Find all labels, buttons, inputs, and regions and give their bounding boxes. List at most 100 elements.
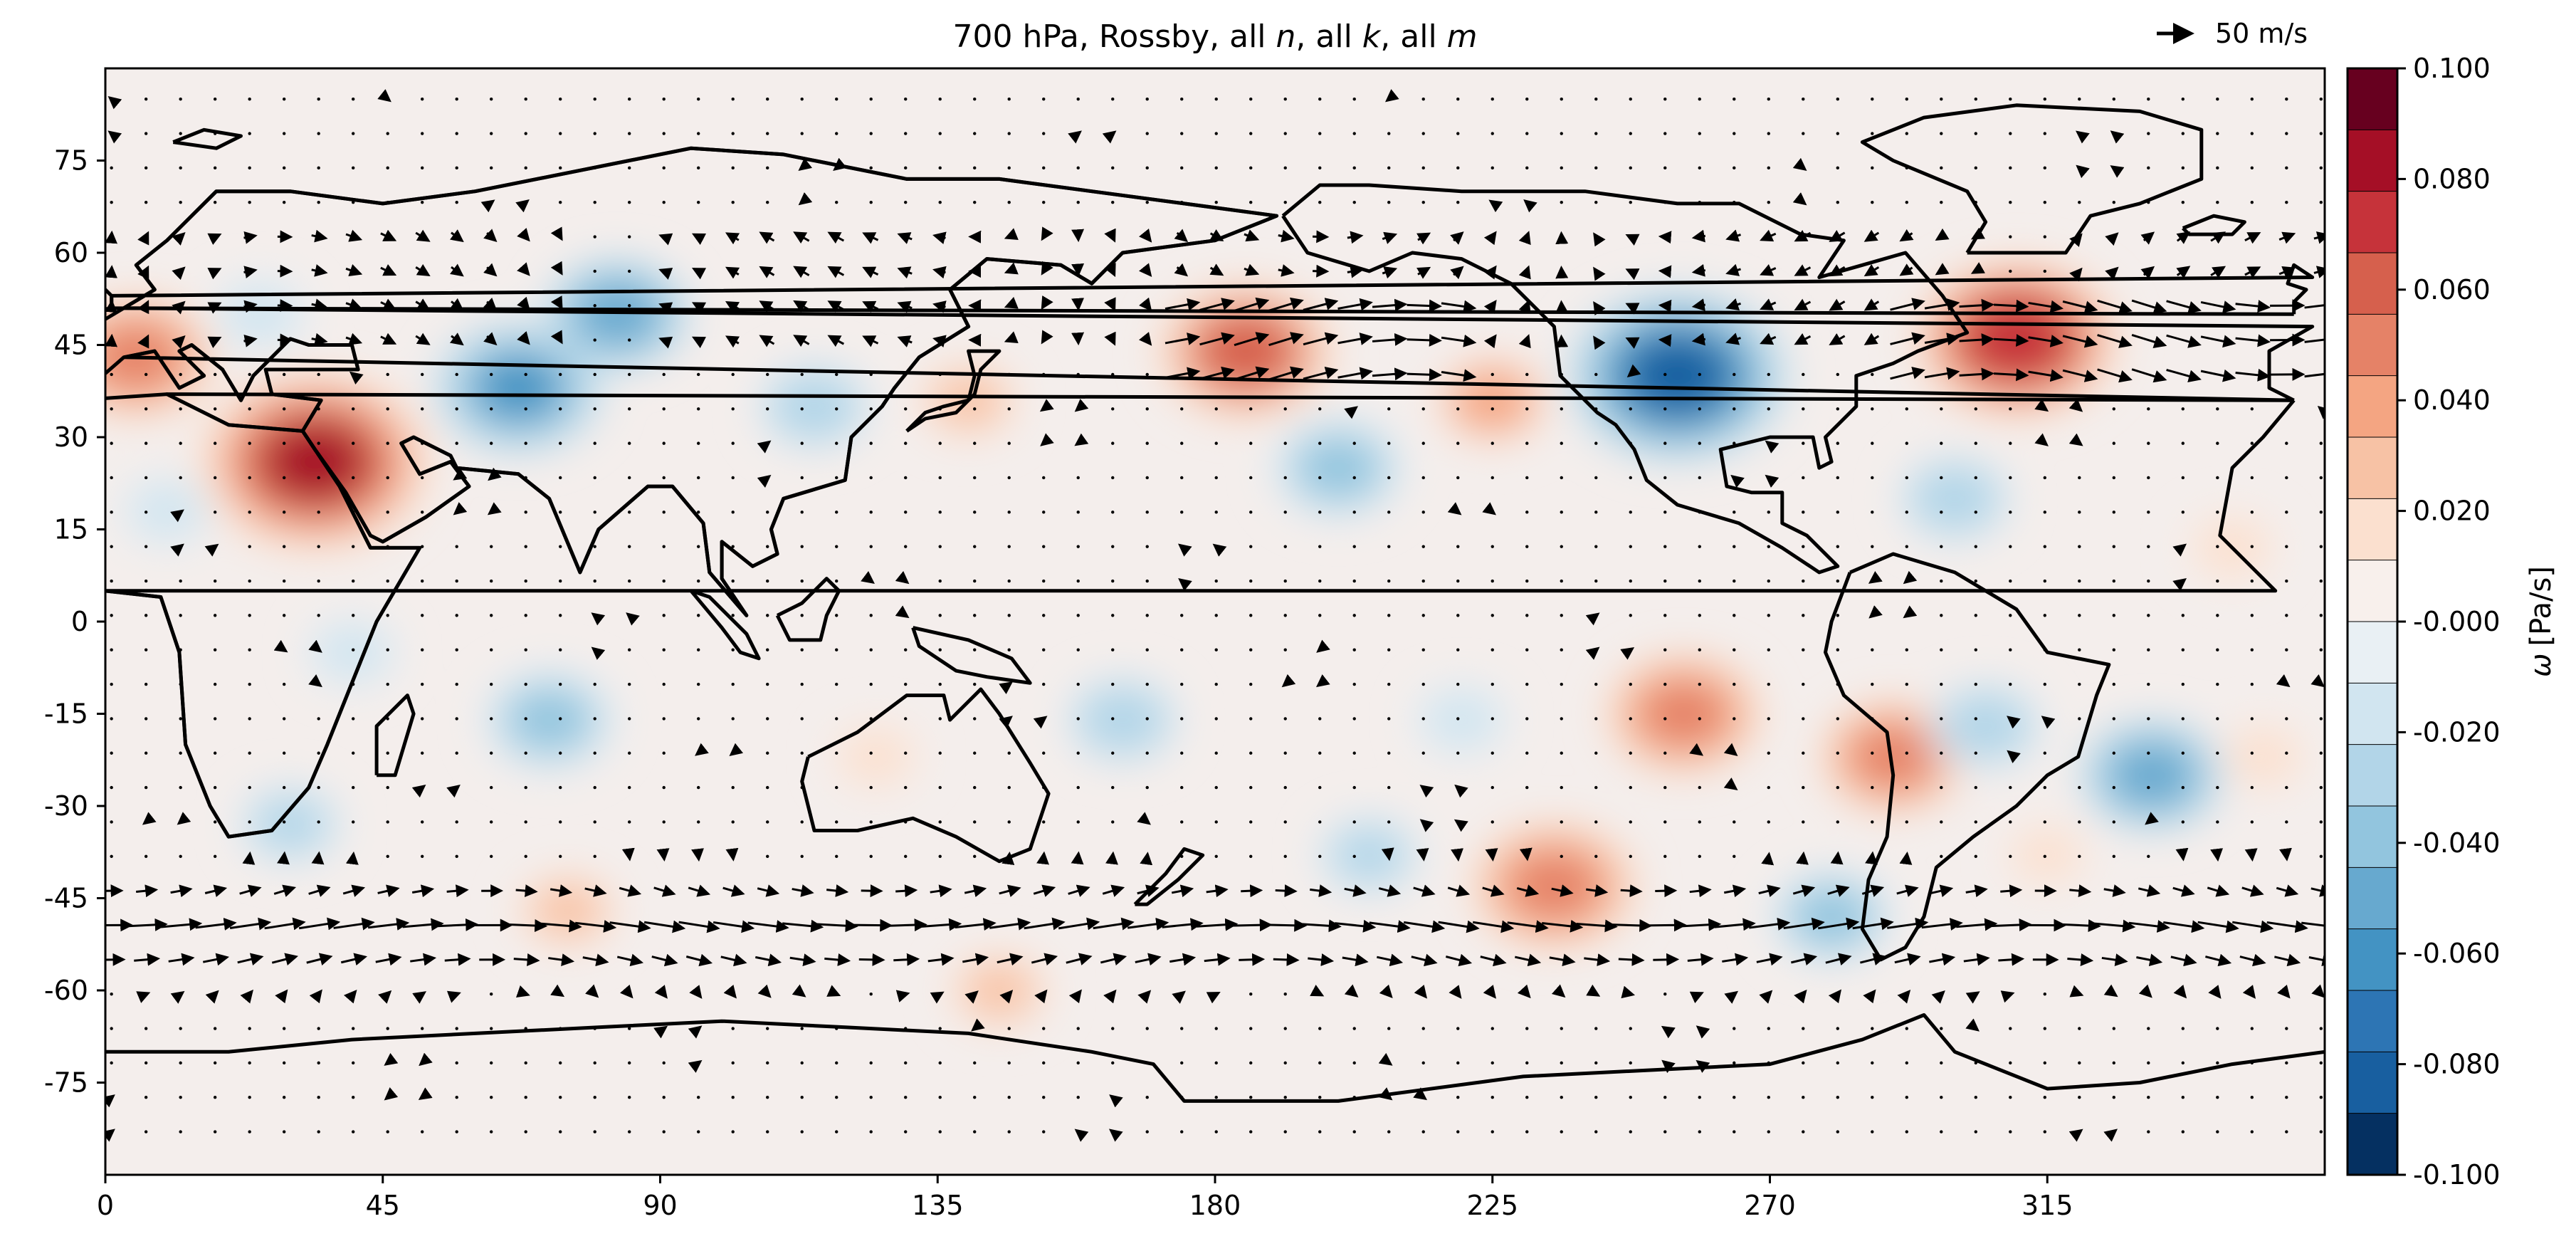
- wind-vector: [1337, 298, 1373, 311]
- wind-vector: [1456, 717, 1460, 721]
- wind-vector: [1180, 1061, 1184, 1065]
- wind-vector: [2043, 992, 2046, 996]
- x-tick-label: 90: [643, 1190, 677, 1221]
- wind-vector: [1315, 674, 1330, 688]
- wind-vector: [144, 1061, 148, 1065]
- wind-vector: [720, 953, 747, 967]
- coastlines: [105, 103, 2325, 1103]
- wind-vector: [2285, 166, 2288, 170]
- wind-vector: [2112, 97, 2115, 101]
- wind-vector: [627, 1061, 631, 1065]
- wind-vector: [2216, 1027, 2219, 1030]
- wind-vector: [869, 1096, 873, 1099]
- wind-vector: [1491, 476, 1494, 480]
- wind-vector: [351, 132, 355, 135]
- wind-vector: [766, 751, 769, 755]
- wind-vector: [1007, 785, 1011, 790]
- wind-vector: [938, 614, 942, 617]
- wind-vector: [179, 476, 182, 480]
- wind-vector: [1249, 854, 1253, 858]
- wind-vector: [242, 851, 256, 865]
- wind-vector: [1491, 579, 1494, 583]
- wind-vector: [1300, 919, 1342, 933]
- wind-vector: [515, 884, 538, 898]
- wind-vector: [835, 682, 838, 686]
- wind-vector: [1042, 1130, 1046, 1134]
- wind-vector: [110, 476, 113, 480]
- wind-vector: [835, 717, 838, 721]
- wind-vector: [798, 192, 813, 206]
- wind-vector: [1447, 884, 1471, 897]
- wind-vector: [282, 1096, 286, 1099]
- wind-vector: [1387, 648, 1391, 651]
- wind-vector: [1689, 991, 1704, 1004]
- wind-vector: [973, 441, 977, 445]
- wind-vector: [1352, 476, 1356, 480]
- wind-vector: [1249, 1130, 1253, 1134]
- wind-vector: [904, 1061, 908, 1065]
- wind-vector: [144, 201, 148, 204]
- wind-vector: [1836, 1096, 1839, 1099]
- wind-vector: [766, 132, 769, 135]
- wind-vector: [1871, 476, 1874, 480]
- wind-vector: [2069, 233, 2083, 247]
- wind-vector: [932, 300, 947, 313]
- map-panel: [105, 68, 2325, 1175]
- wind-vector: [2235, 300, 2271, 313]
- wind-vector: [2216, 476, 2219, 480]
- wind-vector: [1940, 820, 1943, 824]
- wind-vector: [415, 333, 431, 345]
- wind-vector: [2043, 476, 2046, 480]
- wind-vector: [1905, 785, 1908, 790]
- wind-vector: [1007, 1096, 1011, 1099]
- wind-vector: [1542, 919, 1584, 933]
- wind-vector: [2009, 407, 2012, 411]
- wind-vector: [524, 1096, 527, 1099]
- wind-vector: [1488, 199, 1503, 213]
- wind-vector: [1145, 648, 1149, 651]
- wind-vector: [1249, 751, 1253, 755]
- wind-vector: [1278, 264, 1295, 277]
- wind-vector: [1308, 953, 1335, 966]
- wind-vector: [1352, 201, 1356, 204]
- wind-vector: [1593, 300, 1606, 315]
- wind-vector: [2313, 231, 2325, 244]
- wind-vector: [1594, 820, 1598, 824]
- wind-vector: [2319, 132, 2323, 135]
- wind-vector: [558, 1096, 562, 1099]
- wind-vector: [386, 372, 389, 377]
- wind-vector: [869, 992, 873, 996]
- wind-vector: [2043, 820, 2046, 824]
- wind-vector: [213, 614, 217, 617]
- wind-vector: [662, 407, 666, 411]
- wind-vector: [2043, 579, 2046, 583]
- wind-vector: [1802, 751, 1805, 755]
- wind-vector: [1733, 372, 1736, 377]
- wind-vector: [317, 614, 320, 617]
- wind-vector: [1414, 985, 1428, 999]
- wind-vector: [1318, 511, 1322, 514]
- wind-vector: [386, 648, 389, 651]
- wind-vector: [1310, 884, 1332, 897]
- wind-vector: [1387, 132, 1391, 135]
- wind-vector: [455, 682, 458, 686]
- wind-vector: [2172, 577, 2187, 592]
- wind-vector: [420, 476, 424, 480]
- wind-vector: [317, 132, 320, 135]
- wind-vector: [144, 441, 148, 445]
- wind-vector: [1076, 785, 1080, 790]
- wind-vector: [2285, 476, 2288, 480]
- wind-vector: [1419, 785, 1434, 798]
- wind-vector: [619, 984, 634, 999]
- wind-vector: [627, 97, 631, 101]
- wind-vector: [2304, 338, 2325, 343]
- wind-vector: [835, 545, 838, 548]
- wind-vector: [2274, 953, 2301, 967]
- wind-vector: [1767, 1027, 1770, 1030]
- wind-vector: [1421, 441, 1425, 445]
- wind-vector: [651, 953, 678, 967]
- wind-vector: [1419, 819, 1434, 832]
- wind-vector: [1249, 648, 1253, 651]
- wind-vector: [1283, 820, 1287, 824]
- wind-vector: [1767, 407, 1770, 411]
